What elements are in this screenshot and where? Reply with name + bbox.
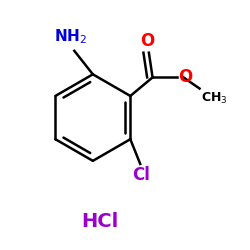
Text: O: O <box>178 68 193 86</box>
Text: CH$_3$: CH$_3$ <box>201 90 228 106</box>
Text: HCl: HCl <box>82 212 119 231</box>
Text: Cl: Cl <box>132 166 150 184</box>
Text: NH$_2$: NH$_2$ <box>54 28 87 46</box>
Text: O: O <box>140 32 155 50</box>
